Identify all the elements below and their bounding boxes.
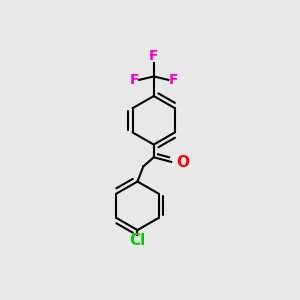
Text: F: F [130, 73, 139, 87]
Text: O: O [176, 155, 189, 170]
Text: Cl: Cl [129, 233, 146, 248]
Text: F: F [149, 49, 158, 63]
Text: F: F [168, 73, 178, 87]
